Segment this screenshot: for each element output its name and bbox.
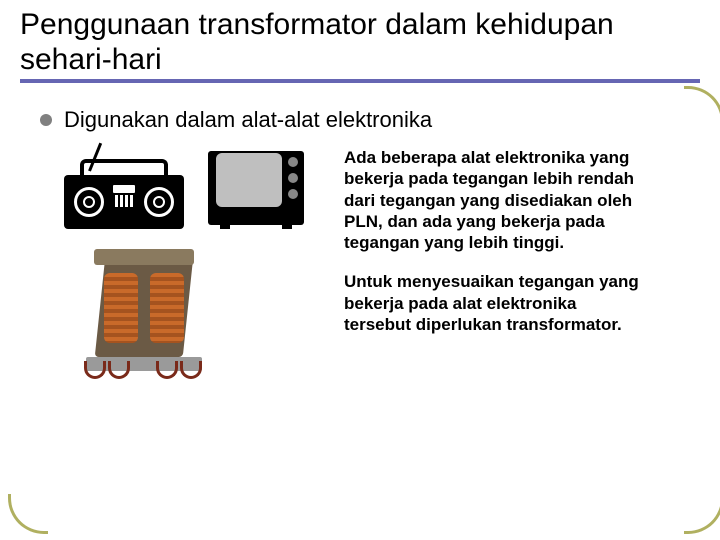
corner-arc-bottom-left — [8, 494, 48, 534]
bullet-row: Digunakan dalam alat-alat elektronika — [40, 107, 680, 133]
corner-arc-bottom-right — [684, 494, 720, 534]
text-column: Ada beberapa alat elektronika yang beker… — [344, 147, 644, 379]
top-images-row — [64, 147, 324, 229]
tv-icon — [208, 147, 304, 229]
boombox-icon — [64, 159, 184, 229]
images-column — [64, 147, 324, 379]
page-title: Penggunaan transformator dalam kehidupan… — [20, 8, 700, 77]
bullet-dot-icon — [40, 114, 52, 126]
paragraph-1: Ada beberapa alat elektronika yang beker… — [344, 147, 644, 253]
body-row: Ada beberapa alat elektronika yang beker… — [64, 147, 680, 379]
paragraph-2: Untuk menyesuaikan tegangan yang bekerja… — [344, 271, 644, 335]
transformer-icon — [74, 249, 214, 379]
bullet-text: Digunakan dalam alat-alat elektronika — [64, 107, 432, 133]
title-block: Penggunaan transformator dalam kehidupan… — [0, 0, 720, 83]
content-area: Digunakan dalam alat-alat elektronika — [0, 83, 720, 379]
